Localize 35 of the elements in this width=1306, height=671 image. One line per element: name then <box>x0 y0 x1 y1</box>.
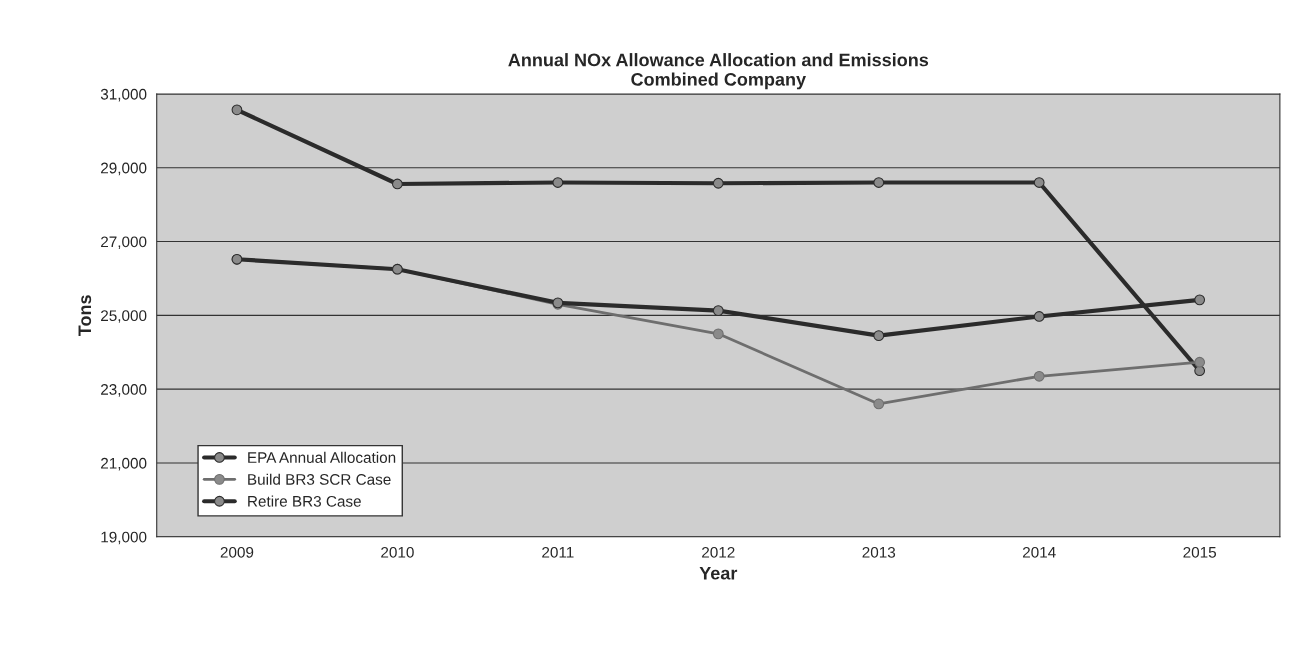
x-tick-label: 2015 <box>1183 546 1217 558</box>
point <box>552 177 564 188</box>
point <box>1033 177 1045 188</box>
y-tick-label: 23,000 <box>101 384 147 397</box>
point <box>712 328 724 340</box>
chart-title: Annual NOx Allowance Allocation and Emissions Combined Company <box>508 53 929 90</box>
y-tick-label: 21,000 <box>101 457 147 471</box>
x-tick-label: 2012 <box>702 546 735 558</box>
point <box>1194 294 1206 306</box>
point <box>1194 365 1206 377</box>
y-tick-label: 29,000 <box>101 162 147 176</box>
point <box>873 177 885 188</box>
y-tick-label: 25,000 <box>101 310 147 323</box>
x-tick-label: 2014 <box>1022 546 1056 558</box>
x-tick-label: 2010 <box>381 546 414 558</box>
y-tick-label: 31,000 <box>100 88 147 102</box>
point <box>392 178 403 190</box>
legend-label: Build BR3 SCR Case <box>248 473 391 485</box>
legend-label: EPA Annual Allocation <box>248 451 396 463</box>
point <box>1194 356 1206 368</box>
x-tick-label: 2011 <box>542 546 574 558</box>
point <box>231 104 243 116</box>
x-axis-title: Year <box>699 566 738 580</box>
y-tick-label: 27,000 <box>101 236 147 250</box>
point <box>873 398 885 410</box>
point <box>712 177 724 189</box>
point <box>873 330 885 342</box>
x-tick-label: 2013 <box>862 546 896 558</box>
y-tick-label: 19,000 <box>101 531 147 545</box>
point <box>1033 370 1045 382</box>
x-tick-label: 2009 <box>220 546 254 558</box>
legend-label: Retire BR3 Case <box>248 495 361 507</box>
y-axis-title: Tons <box>78 295 92 337</box>
point <box>712 305 724 316</box>
point <box>1033 311 1045 322</box>
